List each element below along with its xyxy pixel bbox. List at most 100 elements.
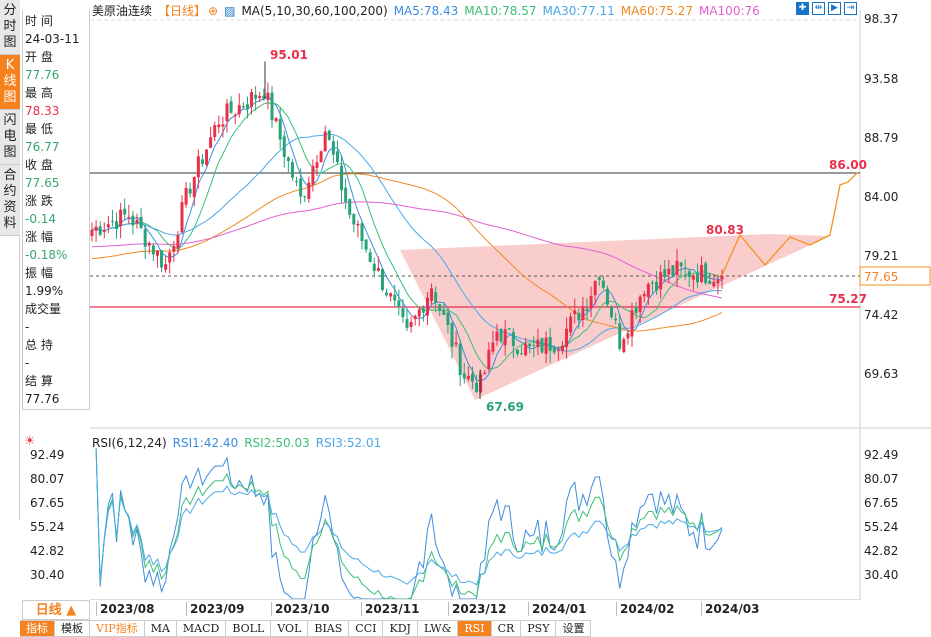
candle-body [237, 105, 241, 115]
candle-body [98, 226, 102, 235]
candle-body [188, 188, 192, 194]
candle-body [282, 136, 286, 157]
candle-body [560, 345, 564, 352]
candle-body [344, 187, 348, 202]
rsi24-line [95, 448, 723, 586]
candle-body [266, 92, 270, 101]
candle-body [209, 137, 213, 148]
candle-body [442, 310, 446, 315]
candle-body [352, 214, 356, 225]
tab-kdj[interactable]: KDJ [383, 620, 418, 637]
amplitude-label: 振 幅 [25, 266, 53, 280]
add-icon[interactable]: ⊕ [208, 4, 219, 18]
ma-params: MA(5,10,30,60,100,200) [241, 4, 388, 18]
candle-body [552, 348, 556, 353]
candle-body [425, 297, 429, 316]
open-label: 开 盘 [25, 50, 53, 64]
rsi-tick: 67.65 [864, 496, 899, 510]
rsi-tick: 30.40 [864, 568, 899, 582]
tab-settings[interactable]: 设置 [556, 620, 592, 637]
tab-timeshare[interactable]: 分时图 [0, 0, 20, 55]
rsi2-value: RSI2:50.03 [244, 436, 310, 450]
tab-vol[interactable]: VOL [271, 620, 309, 637]
candle-body [483, 372, 487, 375]
rsi3-value: RSI3:52.01 [315, 436, 382, 450]
candle-body [245, 104, 249, 109]
crosshair-icon[interactable]: ✚ [796, 2, 809, 15]
candle-body [119, 209, 123, 227]
tab-indicator[interactable]: 指标 [20, 620, 55, 637]
candle-body [168, 252, 172, 263]
settle-value: 77.76 [25, 392, 60, 406]
candle-body [409, 321, 413, 327]
candle-body [462, 373, 466, 379]
tab-flash[interactable]: 闪电图 [0, 110, 20, 165]
candle-body [540, 338, 544, 353]
candle-body [626, 333, 630, 339]
time-axis: 2023/08 2023/09 2023/10 2023/11 2023/12 … [90, 599, 860, 619]
tab-vip[interactable]: VIP指标 [90, 620, 145, 637]
candle-body [311, 165, 315, 185]
candle-body [716, 279, 720, 284]
go-latest-icon[interactable]: ⇥ [844, 2, 857, 15]
indicator-icon[interactable]: ▨ [224, 4, 236, 18]
candle-body [655, 281, 659, 291]
price-tick: 88.79 [864, 131, 899, 145]
ma10-line [91, 102, 723, 370]
candle-body [290, 162, 294, 178]
candle-body [164, 264, 168, 270]
candle-body [115, 221, 119, 230]
candle-body [335, 151, 339, 163]
candle-body [556, 350, 560, 352]
last-price-tag: 77.65 [864, 270, 899, 284]
settings-sun-icon[interactable]: ☀ [24, 434, 36, 449]
candle-body [413, 315, 417, 320]
tab-template[interactable]: 模板 [55, 620, 90, 637]
tab-cci[interactable]: CCI [349, 620, 384, 637]
tab-contract-info[interactable]: 合约资料 [0, 165, 20, 236]
rsi1-value: RSI1:42.40 [172, 436, 239, 450]
tab-bias[interactable]: BIAS [308, 620, 350, 637]
candle-body [573, 310, 577, 315]
tab-ma[interactable]: MA [144, 620, 177, 637]
time-tick: 2023/08 [96, 602, 154, 616]
candle-body [135, 219, 139, 224]
tab-lw[interactable]: LW& [417, 620, 459, 637]
rsi-tick: 55.24 [864, 520, 899, 534]
price-tick: 79.21 [864, 249, 899, 263]
candle-body [646, 283, 650, 298]
candle-body [389, 293, 393, 297]
period-selector[interactable]: 日线 ▲ [22, 600, 90, 620]
candle-body [700, 264, 704, 283]
candle-body [192, 177, 196, 198]
pct-label: 涨 幅 [25, 230, 53, 244]
candle-body [528, 343, 532, 347]
time-tick: 2024/02 [616, 602, 674, 616]
low-label: 最 低 [25, 122, 53, 136]
rsi-tick: 42.82 [864, 544, 899, 558]
candle-body [405, 319, 409, 328]
candle-body [250, 92, 254, 107]
candle-body [401, 308, 405, 318]
time-tick: 2023/11 [361, 602, 419, 616]
candle-body [196, 156, 200, 178]
candle-body [630, 310, 634, 337]
play-icon[interactable]: ▶ [828, 2, 841, 15]
tab-cr[interactable]: CR [491, 620, 522, 637]
price-tick: 93.58 [864, 72, 899, 86]
candle-body [577, 312, 581, 321]
zoom-in-icon[interactable]: ⇹ [812, 2, 825, 15]
candle-body [663, 269, 667, 278]
rsi-label: RSI(6,12,24) [92, 436, 167, 450]
tab-psy[interactable]: PSY [521, 620, 557, 637]
tab-rsi[interactable]: RSI [458, 620, 492, 637]
tab-boll[interactable]: BOLL [226, 620, 272, 637]
tab-kline[interactable]: K线图 [0, 55, 20, 110]
candle-body [720, 275, 724, 280]
time-label: 时 间 [25, 14, 53, 28]
pct-value: -0.18% [25, 248, 68, 262]
tab-macd[interactable]: MACD [176, 620, 227, 637]
candle-body [397, 300, 401, 308]
candle-body [507, 328, 511, 330]
